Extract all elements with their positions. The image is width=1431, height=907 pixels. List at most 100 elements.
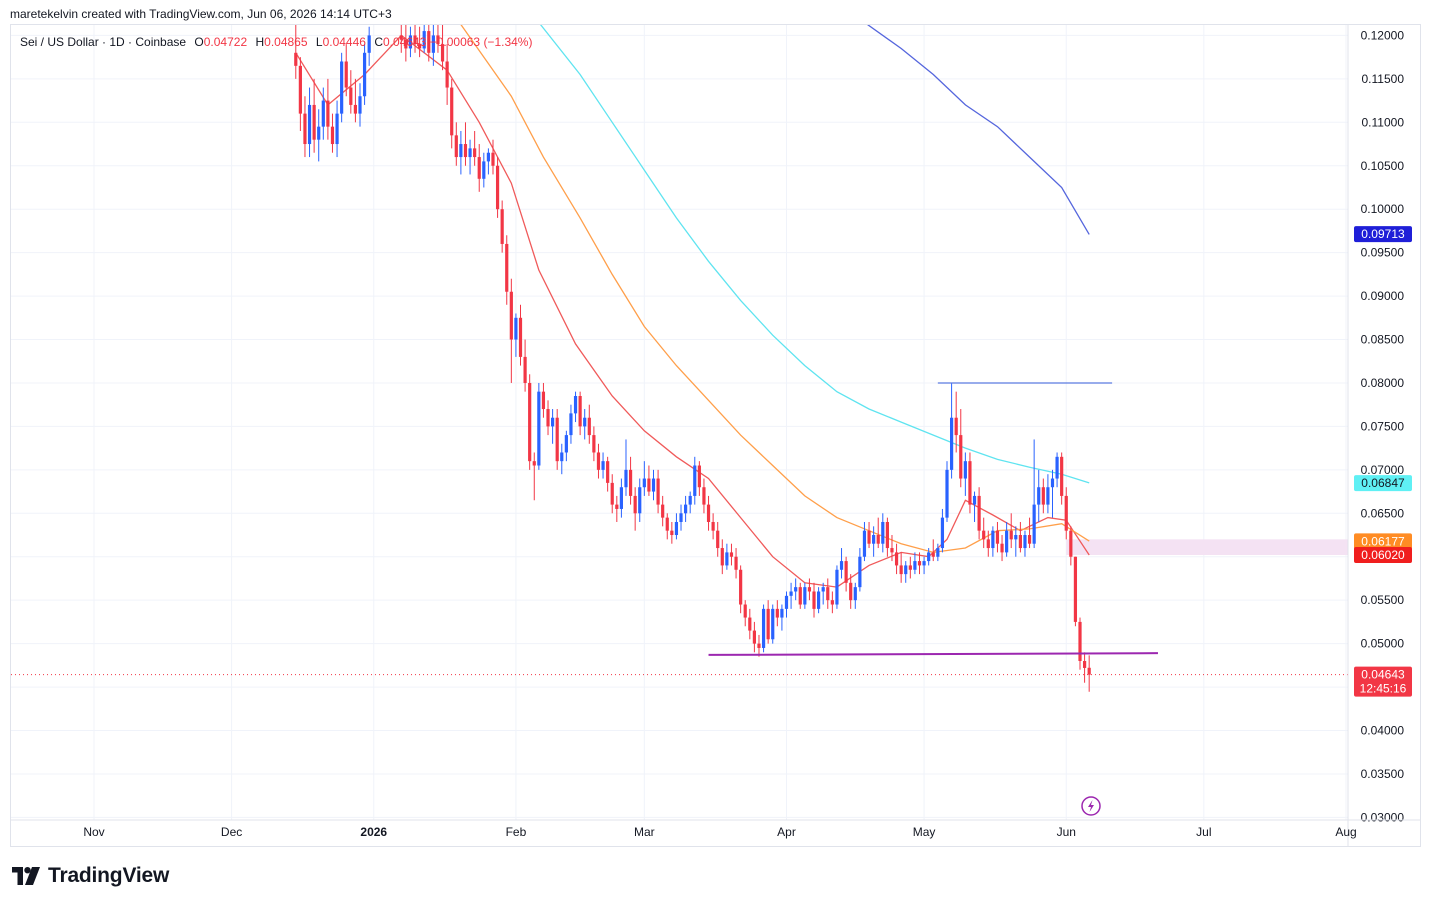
candle-body: [706, 504, 711, 522]
candle: [546, 400, 550, 436]
candle: [986, 530, 990, 557]
candle: [647, 465, 651, 496]
candle-body: [638, 487, 642, 514]
candle-body: [578, 396, 582, 427]
candle: [789, 582, 793, 609]
candle: [555, 409, 559, 470]
candle: [858, 548, 862, 592]
candle: [422, 25, 426, 53]
candle-body: [881, 521, 885, 544]
candle: [1014, 526, 1018, 557]
candle: [748, 608, 752, 640]
price-label-bg: [1354, 547, 1412, 563]
candle-body: [642, 478, 646, 488]
candle-body: [1018, 535, 1022, 549]
candle: [1055, 452, 1059, 488]
candle-body: [867, 530, 871, 544]
candle-body: [445, 61, 449, 88]
candle-body: [1000, 543, 1004, 553]
candle-body: [651, 478, 656, 492]
candle-body: [606, 461, 610, 483]
candle: [670, 521, 674, 544]
candle-body: [1064, 495, 1068, 531]
candle-body: [353, 104, 358, 114]
y-tick-label: 0.05000: [1361, 637, 1405, 651]
candle-body: [716, 530, 720, 549]
candle-body: [936, 548, 940, 557]
chart-grid: [11, 25, 1348, 820]
candle: [427, 25, 431, 62]
candle-body: [619, 487, 623, 509]
candle: [459, 131, 463, 175]
candle: [486, 148, 491, 175]
y-tick-label: 0.04000: [1361, 724, 1405, 738]
candle-body: [573, 396, 578, 414]
candle-body: [482, 161, 486, 179]
candle: [798, 582, 802, 609]
high-label: H: [255, 35, 265, 49]
candle: [881, 513, 885, 553]
candle-body: [968, 461, 972, 505]
candle-body: [431, 35, 435, 53]
candle: [651, 469, 656, 501]
price-label-bg: [1354, 226, 1412, 243]
candle-body: [780, 608, 784, 618]
bolt-icon[interactable]: [1081, 796, 1101, 816]
candle: [1060, 452, 1064, 505]
candle: [835, 565, 839, 609]
candle-body: [807, 587, 812, 592]
candle-body: [340, 61, 344, 114]
ma-line: [540, 25, 1090, 484]
candle: [344, 44, 348, 97]
candle-body: [894, 552, 899, 566]
high-value: 0.04865: [264, 35, 308, 49]
candle: [894, 543, 899, 575]
y-tick-label: 0.11000: [1362, 115, 1405, 129]
time-axis: Nov Dec 2026 Feb Mar Apr May Jun Jul Aug: [11, 819, 1420, 839]
candle-body: [615, 504, 619, 509]
candle: [606, 456, 610, 492]
candle: [812, 582, 816, 618]
candle-body: [725, 552, 729, 566]
y-tick-label: 0.09500: [1361, 246, 1405, 260]
candle: [353, 78, 358, 123]
brand-footer[interactable]: TradingView: [12, 864, 169, 888]
candle: [913, 552, 917, 575]
candle-body: [1005, 530, 1009, 553]
symbol-title: Sei / US Dollar · 1D · Coinbase: [20, 35, 187, 49]
candle: [587, 404, 591, 444]
candle-body: [986, 539, 990, 549]
candle-body: [335, 113, 339, 145]
candle: [495, 157, 500, 218]
candle-body: [1073, 556, 1078, 622]
y-tick-label: 0.05500: [1361, 593, 1405, 607]
change-value: −0.00063 (−1.34%): [429, 35, 533, 49]
candle-body: [885, 521, 889, 549]
candle: [743, 600, 747, 627]
candle-body: [995, 530, 1000, 544]
candle-body: [858, 556, 862, 588]
candle-body: [830, 600, 834, 605]
price-axis: 0.12000 0.11500 0.11000 0.10500 0.10000 0.095…: [1347, 25, 1405, 846]
candle: [977, 487, 981, 540]
candle-body: [413, 35, 417, 45]
candle-body: [509, 291, 513, 340]
candle: [807, 578, 812, 601]
candle-body: [1037, 487, 1041, 505]
candle: [940, 508, 945, 553]
candle: [500, 200, 504, 253]
candle: [1069, 526, 1073, 566]
y-tick-label: 0.11500: [1362, 72, 1405, 86]
candle: [1046, 474, 1050, 514]
candle-body: [454, 135, 458, 158]
candle: [821, 582, 825, 605]
candle-body: [330, 126, 335, 145]
candle-body: [739, 569, 743, 605]
candle-body: [1055, 456, 1059, 479]
candle-body: [399, 35, 403, 40]
candle-body: [601, 461, 605, 470]
price-label-bg: [1354, 666, 1412, 697]
candle: [927, 548, 931, 566]
